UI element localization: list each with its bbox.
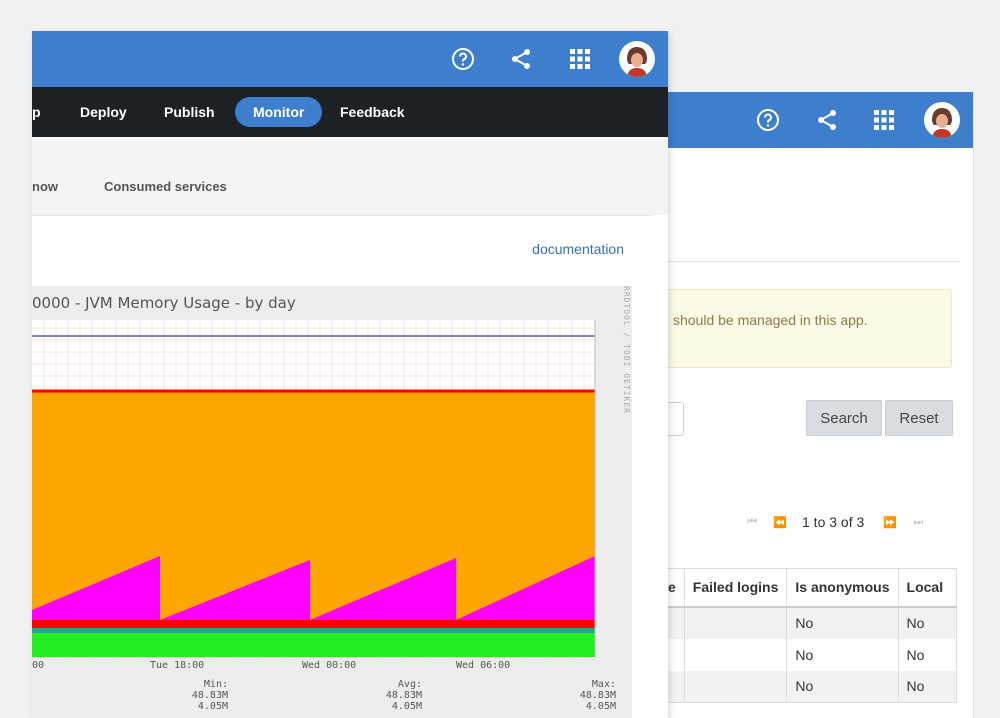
stat-max: Max: 48.83M 4.05M <box>568 679 616 712</box>
nav-item-publish[interactable]: Publish <box>164 104 215 120</box>
tab-consumed-services[interactable]: Consumed services <box>104 179 227 194</box>
nav-item-deploy[interactable]: Deploy <box>80 104 127 120</box>
notice-text: should be managed in this app. <box>673 312 868 328</box>
next-page-icon[interactable]: ⏩ <box>883 516 898 529</box>
table-cell: No <box>786 606 899 639</box>
stat-avg: Avg: 48.83M 4.05M <box>374 679 422 712</box>
reset-button[interactable]: Reset <box>885 400 953 436</box>
stat-value: 48.83M <box>579 690 616 701</box>
stat-value: 4.05M <box>197 701 228 712</box>
table-header-row: e Failed logins Is anonymous Local <box>668 568 957 608</box>
x-tick-label: 00 <box>32 660 45 671</box>
table-row[interactable]: No No <box>668 670 957 703</box>
table-cell: No <box>897 670 957 703</box>
main-nav: p Deploy Publish Monitor Feedback <box>32 87 668 137</box>
red-band <box>32 620 595 628</box>
memory-chart <box>32 320 596 658</box>
rrdtool-credit: RRDTOOL / TOBI OETIKER <box>622 286 631 414</box>
user-avatar[interactable] <box>924 102 960 138</box>
tab-now[interactable]: now <box>32 179 58 194</box>
table-cell <box>668 670 685 703</box>
column-header[interactable]: Failed logins <box>683 568 787 608</box>
nav-item-monitor[interactable]: Monitor <box>235 97 323 127</box>
table-cell: No <box>897 638 957 671</box>
prev-page-icon[interactable]: ⏪ <box>773 516 787 529</box>
teal-band <box>32 628 595 633</box>
documentation-link[interactable]: documentation <box>532 241 624 257</box>
column-header[interactable]: e <box>668 568 685 608</box>
x-tick-label: Wed 06:00 <box>456 660 511 671</box>
last-page-icon[interactable]: ⏭ <box>913 515 924 528</box>
background-window: should be managed in this app. Search Re… <box>668 92 974 718</box>
stat-value: 48.83M <box>385 690 422 701</box>
nav-item-cut[interactable]: p <box>32 104 41 120</box>
stat-label: Min: <box>203 679 228 690</box>
search-input[interactable] <box>668 402 684 436</box>
table-cell: No <box>786 670 899 703</box>
chart-side-label: RRDTOOL / TOBI OETIKER <box>622 286 636 416</box>
sub-tabs: now Consumed services <box>32 137 668 215</box>
pagination: ⏮ ⏪ 1 to 3 of 3 ⏩ ⏭ <box>738 514 932 530</box>
table-cell: No <box>786 638 899 671</box>
table-row[interactable]: No No <box>668 638 957 671</box>
table-cell <box>683 606 787 639</box>
table-cell: No <box>897 606 957 639</box>
table-row[interactable]: No No <box>668 606 957 639</box>
back-content: should be managed in this app. Search Re… <box>668 148 973 718</box>
divider <box>668 261 961 262</box>
green-area <box>32 633 595 657</box>
stat-label: Max: <box>591 679 616 690</box>
foreground-window: p Deploy Publish Monitor Feedback now Co… <box>32 31 668 718</box>
user-avatar[interactable] <box>619 41 655 77</box>
share-icon[interactable] <box>809 102 845 138</box>
apps-icon[interactable] <box>562 41 598 77</box>
table-cell <box>668 606 685 639</box>
apps-icon[interactable] <box>866 102 902 138</box>
first-page-icon[interactable]: ⏮ <box>747 515 757 528</box>
help-icon[interactable] <box>445 41 481 77</box>
table-cell <box>683 638 787 671</box>
used-memory-area <box>32 556 595 633</box>
table-cell <box>683 670 787 703</box>
nav-item-feedback[interactable]: Feedback <box>340 104 405 120</box>
memory-chart-panel: 0000 - JVM Memory Usage - by day RRDTOOL… <box>32 286 632 718</box>
page-status: 1 to 3 of 3 <box>802 514 865 530</box>
back-header-bar <box>668 92 973 148</box>
chart-title: 0000 - JVM Memory Usage - by day <box>32 294 296 312</box>
x-tick-label: Wed 00:00 <box>302 660 357 671</box>
stat-value: 4.05M <box>391 701 422 712</box>
divider <box>32 215 652 216</box>
search-button[interactable]: Search <box>806 400 882 436</box>
column-header[interactable]: Is anonymous <box>786 568 899 608</box>
stat-value: 4.05M <box>585 701 616 712</box>
users-table: e Failed logins Is anonymous Local No No… <box>668 568 957 703</box>
x-tick-label: Tue 18:00 <box>150 660 205 671</box>
help-icon[interactable] <box>750 102 786 138</box>
share-icon[interactable] <box>503 41 539 77</box>
column-header[interactable]: Local <box>897 568 957 608</box>
stat-value: 48.83M <box>191 690 228 701</box>
stat-label: Avg: <box>397 679 422 690</box>
stat-min: Min: 48.83M 4.05M <box>180 679 228 712</box>
notice-box: should be managed in this app. <box>668 289 952 368</box>
front-header-bar <box>32 31 668 87</box>
table-cell <box>668 639 684 671</box>
